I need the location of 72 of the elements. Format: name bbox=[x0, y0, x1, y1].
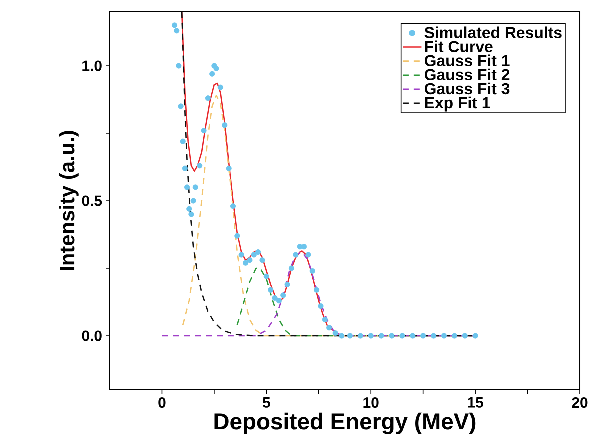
point bbox=[256, 250, 262, 256]
legend-label: Exp Fit 1 bbox=[425, 96, 490, 112]
legend-label: Fit Curve bbox=[425, 40, 493, 52]
point bbox=[410, 333, 416, 339]
point bbox=[452, 333, 458, 339]
point bbox=[339, 333, 345, 339]
point bbox=[462, 333, 468, 339]
legend-label: Gauss Fit 1 bbox=[424, 54, 510, 67]
point bbox=[260, 258, 266, 264]
legend-label: Gauss Fit 2 bbox=[424, 68, 510, 81]
y-tick-label: 0.5 bbox=[82, 196, 102, 206]
point bbox=[322, 317, 328, 323]
point bbox=[472, 333, 478, 339]
point bbox=[368, 333, 374, 339]
point bbox=[318, 304, 324, 310]
point bbox=[280, 292, 286, 298]
point bbox=[176, 63, 182, 69]
x-tick-label: 10 bbox=[364, 398, 379, 408]
point bbox=[251, 252, 257, 258]
point bbox=[276, 298, 282, 304]
point bbox=[272, 295, 278, 301]
x-tick-label: 5 bbox=[262, 398, 270, 408]
point bbox=[234, 233, 240, 239]
point bbox=[358, 333, 364, 339]
point bbox=[222, 122, 228, 128]
point bbox=[214, 66, 220, 72]
point bbox=[389, 333, 395, 339]
point bbox=[174, 28, 180, 34]
point bbox=[347, 333, 354, 339]
point bbox=[184, 184, 190, 190]
legend-label: Simulated Results bbox=[424, 26, 562, 38]
point bbox=[314, 287, 320, 293]
point bbox=[247, 258, 253, 264]
y-tick-label: 1.0 bbox=[82, 60, 102, 72]
point bbox=[293, 252, 299, 258]
point bbox=[306, 252, 312, 258]
point bbox=[310, 268, 316, 274]
point bbox=[268, 287, 274, 293]
point bbox=[188, 212, 194, 218]
point bbox=[230, 204, 236, 210]
point bbox=[288, 266, 295, 272]
point bbox=[197, 163, 203, 169]
point bbox=[326, 325, 332, 331]
point bbox=[210, 71, 216, 77]
point bbox=[192, 184, 198, 190]
point bbox=[441, 333, 448, 339]
point bbox=[218, 84, 224, 90]
point bbox=[182, 166, 188, 172]
point bbox=[430, 333, 437, 339]
point bbox=[178, 104, 184, 110]
x-tick-label: 20 bbox=[572, 398, 588, 408]
point bbox=[332, 330, 338, 336]
point bbox=[238, 252, 244, 258]
x-axis-title: Deposited Energy (MeV) bbox=[214, 412, 476, 434]
point bbox=[186, 206, 192, 212]
point bbox=[201, 128, 207, 134]
point bbox=[205, 96, 211, 102]
point bbox=[190, 198, 196, 204]
y-axis-title: Intensity (a.u.) bbox=[59, 131, 79, 270]
x-tick-label: 15 bbox=[468, 398, 484, 408]
x-tick-label: 0 bbox=[158, 398, 166, 408]
point bbox=[400, 333, 406, 339]
point bbox=[226, 166, 232, 172]
point bbox=[172, 22, 178, 28]
point bbox=[378, 333, 384, 339]
y-tick-label: 0.0 bbox=[82, 330, 102, 342]
legend-label: Gauss Fit 3 bbox=[424, 82, 510, 95]
point bbox=[420, 333, 426, 339]
point bbox=[284, 282, 290, 288]
point bbox=[180, 138, 186, 144]
point bbox=[242, 260, 249, 266]
point bbox=[264, 274, 270, 280]
